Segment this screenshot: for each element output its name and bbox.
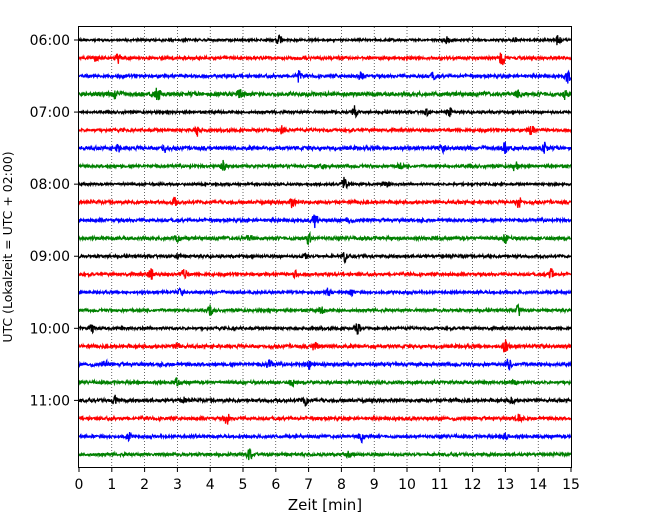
x-tick-label: 13: [496, 477, 514, 493]
x-tick-label: 2: [140, 477, 149, 493]
seismic-trace: [78, 69, 572, 84]
seismic-trace: [78, 159, 572, 172]
x-tick-label: 9: [370, 477, 379, 493]
seismic-trace: [78, 448, 572, 461]
seismic-trace: [78, 339, 572, 353]
seismic-trace: [78, 286, 572, 298]
x-tick-label: 6: [271, 477, 280, 493]
seismic-trace: [78, 196, 572, 209]
x-tick-label: 1: [107, 477, 116, 493]
x-tick-label: 4: [206, 477, 215, 493]
plot-frame: [78, 26, 572, 468]
seismic-trace: [78, 358, 572, 371]
y-axis: 06:00 07:00 08:00 09:00 10:00 11:00: [30, 33, 79, 409]
x-tick-label: 8: [337, 477, 346, 493]
seismic-trace: [78, 394, 572, 407]
seismic-trace: [78, 52, 572, 66]
x-axis: 0 1 2 3 4 5 6 7 8 9 10 11 12 13 14 15: [75, 467, 580, 493]
seismic-trace: [78, 252, 572, 265]
x-tick-label: 15: [562, 477, 580, 493]
x-tick-label: 10: [398, 477, 416, 493]
seismic-trace: [78, 214, 572, 229]
seismic-trace: [78, 376, 572, 389]
seismic-trace: [78, 323, 572, 335]
seismic-trace: [78, 141, 572, 156]
y-tick-label: 10:00: [30, 321, 70, 337]
y-tick-label: 07:00: [30, 105, 70, 121]
seismic-trace: [78, 267, 572, 280]
x-tick-label: 0: [75, 477, 84, 493]
x-tick-label: 14: [529, 477, 547, 493]
y-tick-label: 11:00: [30, 393, 70, 409]
seismic-traces: [78, 34, 572, 461]
x-tick-label: 5: [239, 477, 248, 493]
minute-grid: [111, 27, 539, 467]
y-axis-title: UTC (Lokalzeit = UTC + 02:00): [0, 151, 15, 342]
seismic-trace: [78, 34, 572, 46]
seismic-trace: [78, 176, 572, 190]
seismic-trace: [78, 431, 572, 444]
x-tick-label: 12: [464, 477, 482, 493]
x-tick-label: 3: [173, 477, 182, 493]
seismic-trace: [78, 230, 572, 246]
x-axis-title: Zeit [min]: [288, 496, 362, 514]
x-tick-label: 7: [304, 477, 313, 493]
seismic-trace: [78, 413, 572, 425]
x-tick-label: 11: [431, 477, 449, 493]
y-tick-label: 09:00: [30, 249, 70, 265]
seismic-trace: [78, 302, 572, 317]
seismic-trace: [78, 87, 572, 101]
y-tick-label: 06:00: [30, 33, 70, 49]
y-tick-label: 08:00: [30, 177, 70, 193]
seismic-trace: [78, 125, 572, 137]
seismic-trace: [78, 105, 572, 119]
